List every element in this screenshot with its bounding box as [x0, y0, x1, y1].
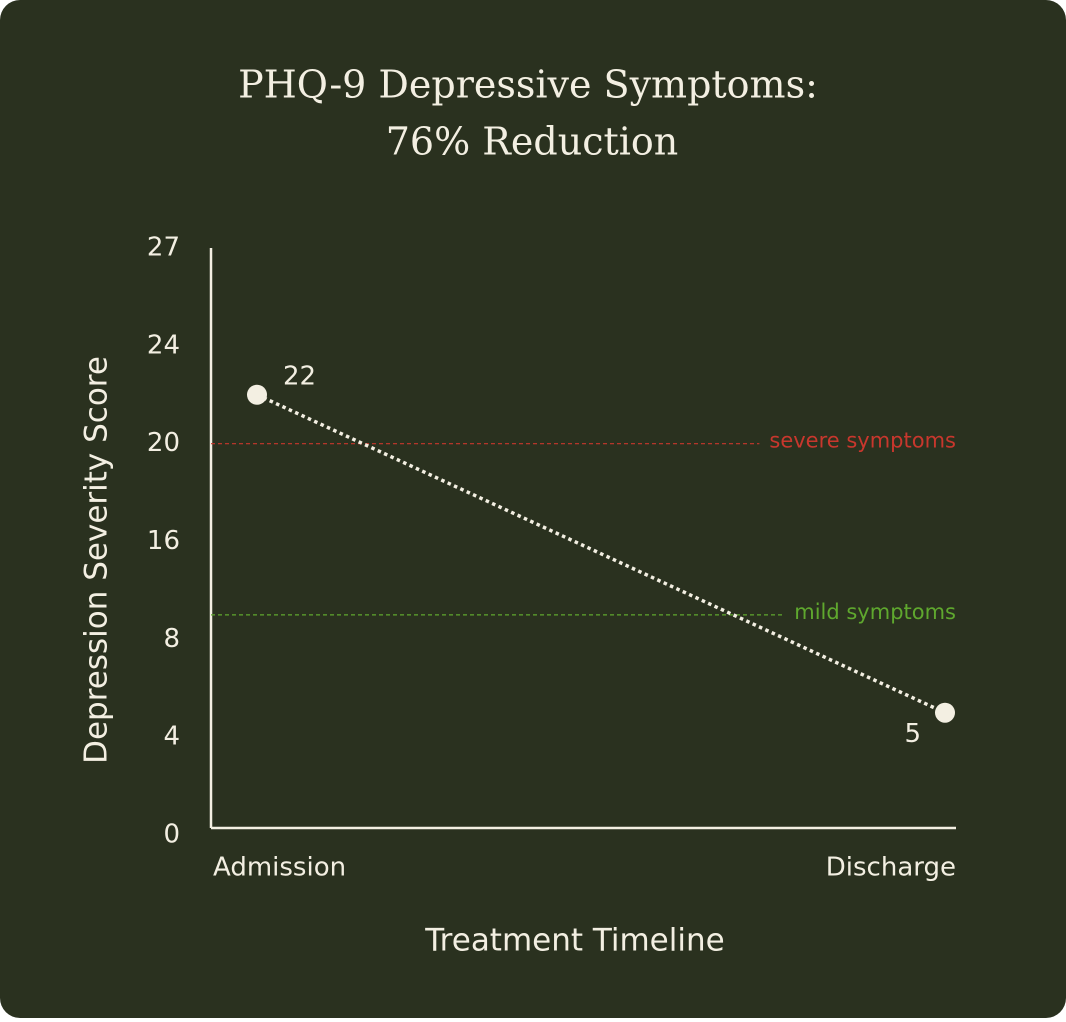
y-tick-label: 8	[163, 624, 180, 654]
chart-title: PHQ-9 Depressive Symptoms:	[238, 63, 818, 107]
x-tick-label: Admission	[213, 853, 346, 883]
x-axis-title: Treatment Timeline	[424, 923, 724, 959]
y-tick-label: 27	[147, 233, 180, 263]
y-axis-title: Depression Severity Score	[79, 356, 115, 764]
data-line	[256, 393, 946, 715]
x-tick-label: Discharge	[826, 853, 956, 883]
data-point	[247, 384, 267, 405]
reference-label: severe symptoms	[769, 429, 956, 453]
chart-title: 76% Reduction	[386, 120, 679, 164]
reference-label: mild symptoms	[794, 600, 956, 624]
data-label: 5	[904, 719, 921, 749]
y-tick-label: 16	[147, 526, 180, 556]
data-label: 22	[283, 361, 316, 391]
data-point	[935, 702, 955, 723]
y-tick-label: 4	[163, 722, 180, 752]
y-tick-label: 0	[163, 820, 180, 850]
y-tick-label: 20	[147, 428, 180, 458]
y-tick-label: 24	[147, 330, 180, 360]
